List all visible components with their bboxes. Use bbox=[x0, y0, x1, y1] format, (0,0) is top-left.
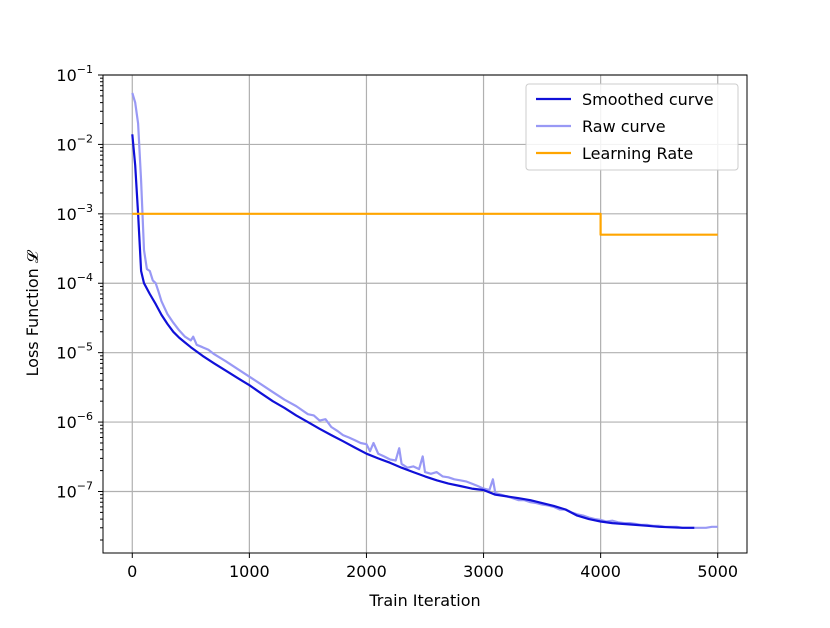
legend-box bbox=[525, 83, 739, 171]
ticks-layer: 0 1000 2000 3000 4000 5000 10−7 10−6 10−5 10−4 10−… bbox=[56, 63, 738, 581]
x-tick-label: 0 bbox=[127, 562, 137, 581]
y-tick-label: 10−5 bbox=[56, 341, 93, 363]
y-tick-label: 10−2 bbox=[56, 132, 93, 154]
x-tick-label: 1000 bbox=[229, 562, 270, 581]
y-tick-label: 10−4 bbox=[56, 271, 93, 293]
series-line-raw-curve bbox=[131, 92, 718, 529]
series-line-learning-rate bbox=[132, 212, 718, 236]
y-tick-label: 10−1 bbox=[56, 63, 93, 85]
x-axis-label: Train Iteration bbox=[368, 591, 480, 610]
y-axis-label: Loss Function 𝓛 bbox=[23, 249, 42, 376]
series-line-smoothed-curve bbox=[131, 134, 695, 529]
x-tick-label: 5000 bbox=[697, 562, 738, 581]
series-layer bbox=[131, 92, 718, 529]
legend-label-raw-curve: Raw curve bbox=[582, 117, 666, 136]
x-tick-label: 4000 bbox=[580, 562, 621, 581]
y-tick-label: 10−3 bbox=[56, 202, 93, 224]
x-tick-label: 3000 bbox=[463, 562, 504, 581]
legend: Smoothed curve Raw curve Learning Rate bbox=[525, 83, 739, 171]
y-tick-label: 10−6 bbox=[56, 410, 93, 432]
plot-frame bbox=[102, 74, 748, 554]
legend-label-smoothed-curve: Smoothed curve bbox=[582, 90, 714, 109]
x-tick-label: 2000 bbox=[346, 562, 387, 581]
legend-label-learning-rate: Learning Rate bbox=[582, 144, 693, 163]
y-tick-label: 10−7 bbox=[56, 479, 93, 501]
